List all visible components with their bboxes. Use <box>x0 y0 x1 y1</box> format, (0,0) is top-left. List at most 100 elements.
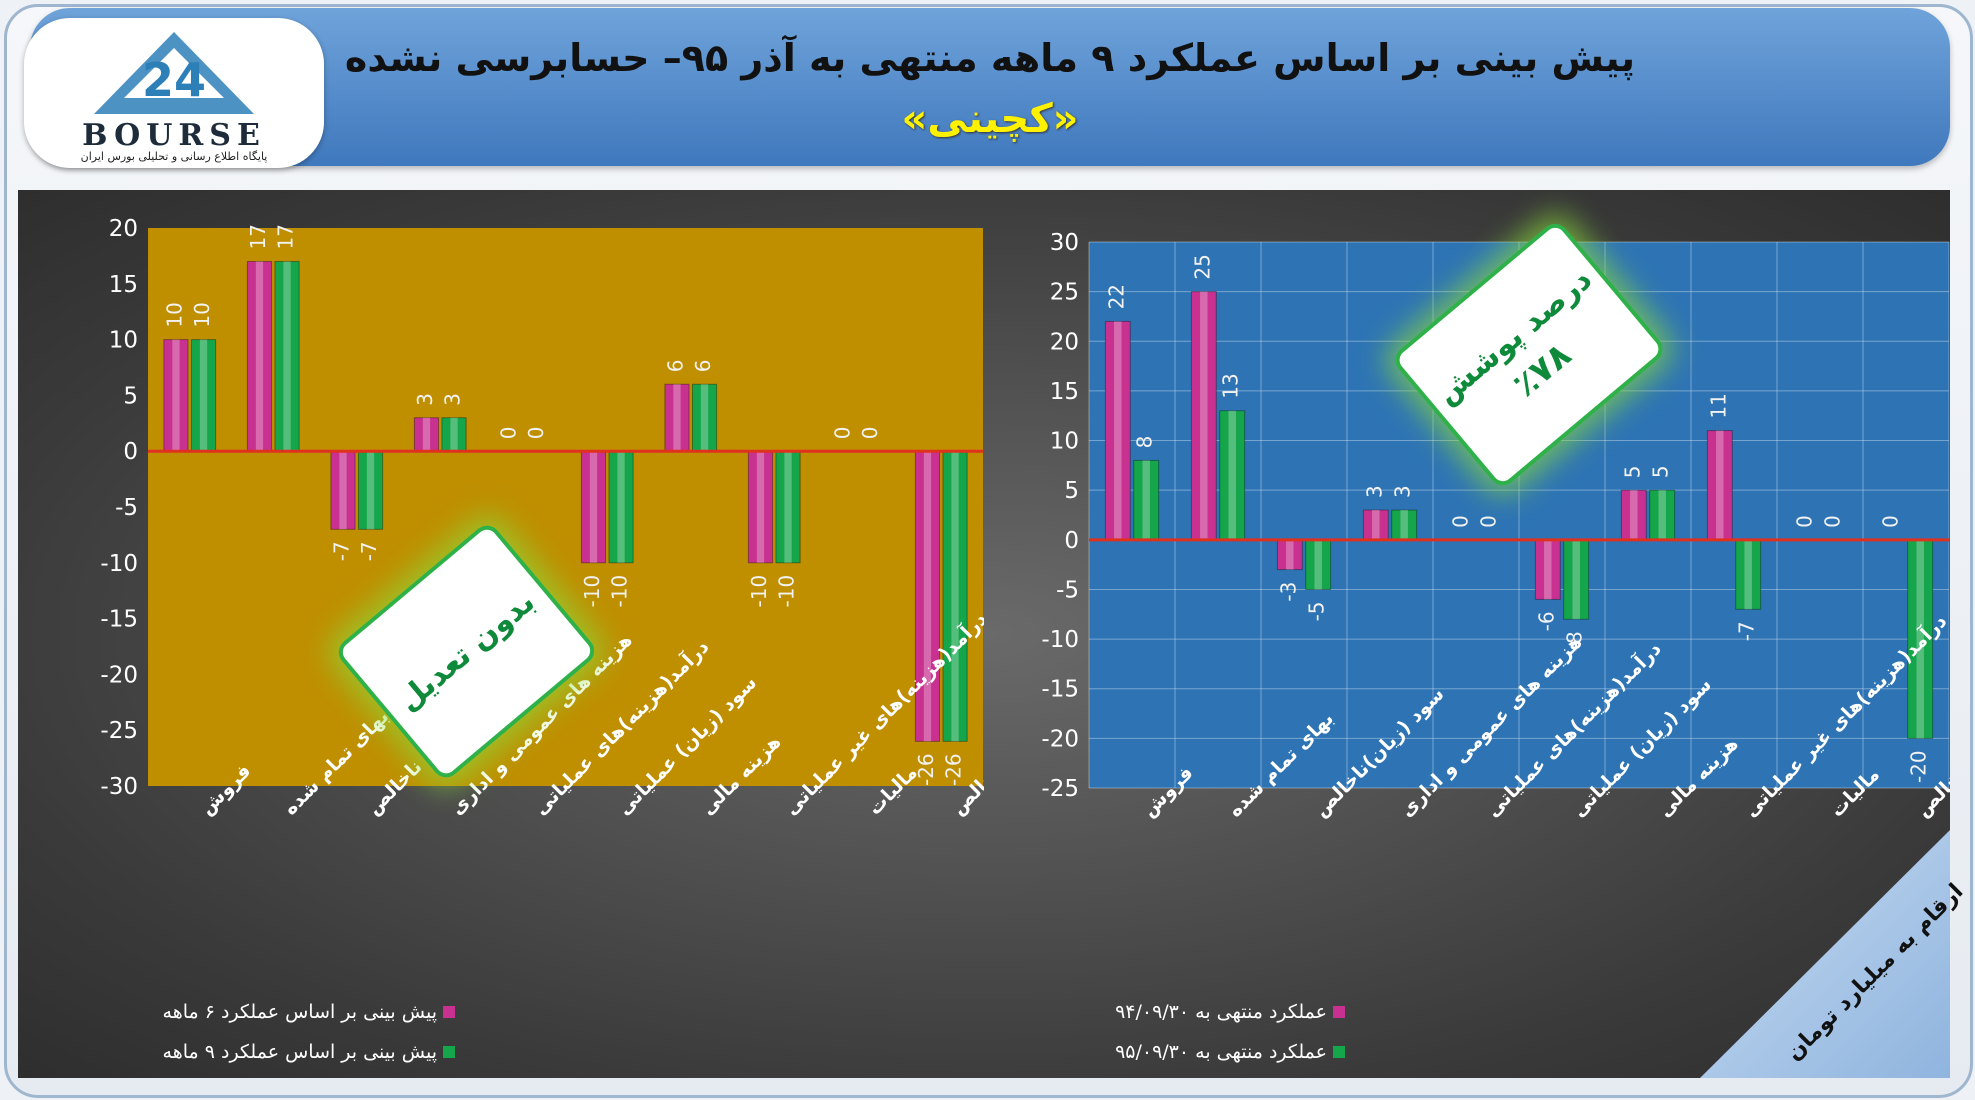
bar <box>914 450 941 742</box>
bar <box>1219 410 1246 541</box>
bar-highlight <box>617 451 625 563</box>
bar <box>441 417 467 452</box>
bar-highlight <box>422 417 431 452</box>
bar-highlight <box>589 451 598 563</box>
y-tick-label: -5 <box>115 495 138 521</box>
bar-highlight <box>673 384 681 452</box>
logo-mountain-icon: 24 <box>94 32 254 114</box>
bar-highlight <box>1658 490 1666 540</box>
data-label: 11 <box>1706 393 1730 418</box>
data-label: 0 <box>1878 515 1902 528</box>
bar <box>190 339 217 452</box>
data-label: 0 <box>1477 515 1501 528</box>
data-label: -10 <box>608 575 632 608</box>
bar <box>413 417 440 452</box>
bar <box>1362 509 1389 541</box>
bar-highlight <box>1314 539 1322 590</box>
bar-highlight <box>951 451 959 742</box>
legend-label: پیش بینی بر اساس عملکرد ۶ ماهه <box>162 1001 437 1023</box>
data-label: 3 <box>1362 485 1386 498</box>
sticker-text: بدون تعدیل <box>391 584 542 719</box>
legend-label: عملکرد منتهی به ۹۵/۰۹/۳۰ <box>1115 1041 1327 1063</box>
data-label: 0 <box>1821 515 1845 528</box>
legend-item: عملکرد منتهی به ۹۴/۰۹/۳۰ <box>1115 992 1345 1032</box>
bar <box>1907 539 1934 739</box>
bar <box>163 339 189 452</box>
bar-highlight <box>1372 510 1380 540</box>
data-label: 6 <box>691 360 715 373</box>
bar-highlight <box>366 451 375 530</box>
data-label: 17 <box>246 224 270 249</box>
header-banner: پیش بینی بر اساس عملکرد ۹ ماهه منتهی به … <box>30 8 1950 166</box>
bar <box>580 450 607 564</box>
bar-highlight <box>1286 539 1294 570</box>
chart-left: 20 15 10 5 0 -5 -10 -15 -20 -25 -30 10 17 -7 3 0 -10 6 -10… <box>100 216 984 820</box>
y-tick-label: -10 <box>1041 627 1079 653</box>
bar <box>1276 539 1303 571</box>
bar-highlight <box>1716 430 1724 540</box>
bar <box>1391 509 1418 541</box>
bar <box>1133 459 1160 541</box>
bar <box>942 450 968 742</box>
y-tick-label: -20 <box>100 662 138 688</box>
bar-highlight <box>700 384 709 452</box>
y-tick-label: 30 <box>1050 230 1079 256</box>
bar-highlight <box>172 339 180 452</box>
data-label: -26 <box>942 753 966 786</box>
bar-highlight <box>1114 321 1122 540</box>
data-label: 6 <box>663 360 687 373</box>
bar-highlight <box>1400 510 1408 540</box>
logo-wordmark: BOURSE <box>82 118 266 153</box>
bar-highlight <box>1744 539 1752 610</box>
bar-highlight <box>1630 490 1638 540</box>
logo-numeral: 24 <box>142 53 206 107</box>
data-label: 0 <box>524 426 548 439</box>
y-tick-label: 0 <box>123 439 138 465</box>
data-label: 25 <box>1190 254 1214 279</box>
y-tick-label: 5 <box>1064 478 1079 504</box>
data-label: -10 <box>580 575 604 608</box>
y-tick-label: -25 <box>1041 776 1079 802</box>
data-label: 22 <box>1104 284 1128 309</box>
data-label: 0 <box>1792 515 1816 528</box>
green-swatch-icon <box>1333 1046 1345 1058</box>
data-label: 3 <box>413 393 437 406</box>
legend-item: پیش بینی بر اساس عملکرد ۹ ماهه <box>163 1032 455 1072</box>
y-tick-label: 20 <box>1050 329 1079 355</box>
data-label: 0 <box>1448 515 1472 528</box>
bar-highlight <box>1142 460 1150 540</box>
bar-highlight <box>1544 539 1552 600</box>
bar <box>1563 539 1590 620</box>
y-tick-label: -30 <box>100 774 138 800</box>
bar-highlight <box>1916 539 1924 739</box>
y-tick-label: 10 <box>109 328 138 354</box>
data-label: 0 <box>830 426 854 439</box>
y-tick-label: 20 <box>109 216 138 242</box>
data-label: 3 <box>441 393 465 406</box>
y-tick-label: -25 <box>100 718 138 744</box>
bar-highlight <box>450 417 458 452</box>
y-tick-label: 15 <box>1050 379 1079 405</box>
bar-highlight <box>1228 410 1236 540</box>
data-label: -10 <box>775 575 799 608</box>
bar-highlight <box>255 261 264 452</box>
data-label: 13 <box>1219 373 1243 398</box>
legend-right: عملکرد منتهی به ۹۴/۰۹/۳۰ عملکرد منتهی به… <box>1115 992 1345 1072</box>
data-label: 17 <box>274 224 298 249</box>
y-tick-label: 5 <box>123 383 138 409</box>
bar <box>608 450 634 564</box>
y-tick-label: 25 <box>1050 280 1079 306</box>
y-tick-label: -15 <box>100 607 138 633</box>
y-tick-label: -5 <box>1056 577 1079 603</box>
data-label: -3 <box>1276 582 1300 602</box>
company-name: «کچینی» <box>901 96 1079 142</box>
bar <box>246 260 273 452</box>
page-title: پیش بینی بر اساس عملکرد ۹ ماهه منتهی به … <box>344 36 1636 80</box>
data-label: -7 <box>329 541 353 561</box>
y-tick-label: -15 <box>1041 677 1079 703</box>
data-label: -26 <box>914 753 938 786</box>
green-swatch-icon <box>443 1046 455 1058</box>
bar-highlight <box>1572 539 1580 620</box>
bar <box>274 260 300 452</box>
bar-highlight <box>923 451 932 742</box>
